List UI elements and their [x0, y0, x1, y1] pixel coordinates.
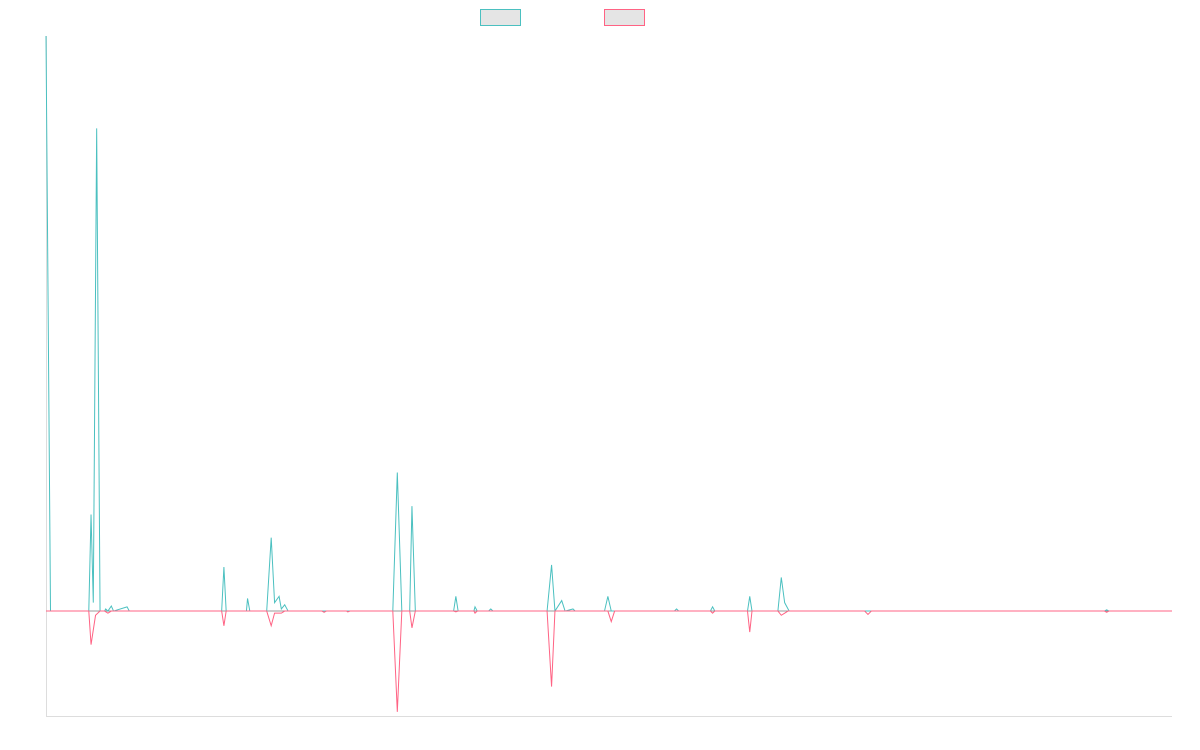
- series-layer: [45, 35, 1172, 712]
- series-line-2: [46, 610, 1172, 712]
- legend-swatch-2[interactable]: [604, 9, 645, 26]
- legend-swatch-1[interactable]: [480, 9, 521, 26]
- legend: [480, 9, 645, 26]
- series-line-1: [45, 35, 1172, 613]
